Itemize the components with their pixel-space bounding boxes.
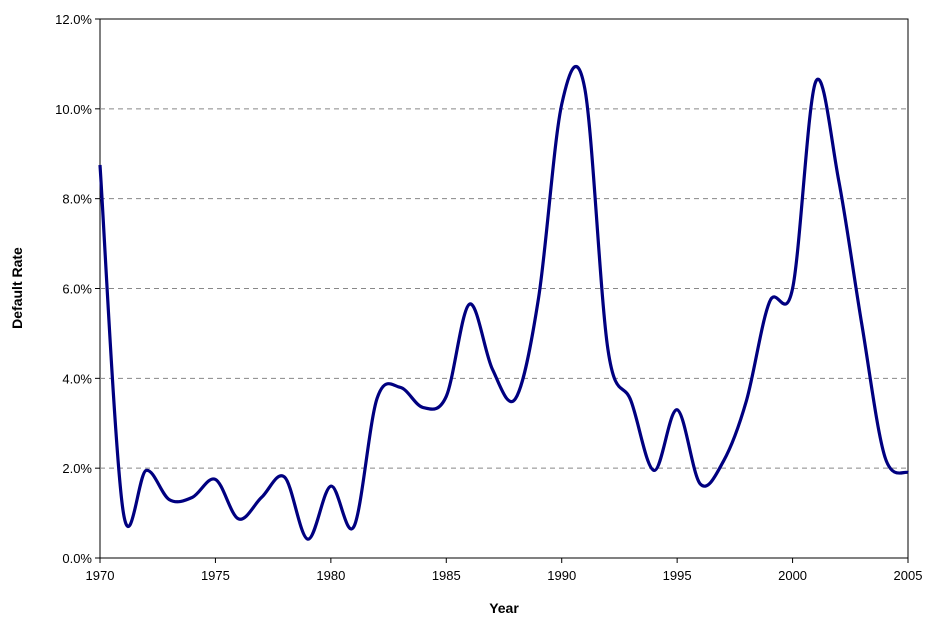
x-tick-label: 1975 <box>201 568 230 583</box>
x-tick-label: 1980 <box>316 568 345 583</box>
y-tick-label: 2.0% <box>62 461 92 476</box>
x-tick-label: 1970 <box>86 568 115 583</box>
data-line <box>98 64 909 541</box>
y-axis-title: Default Rate <box>9 247 25 329</box>
x-axis-title: Year <box>489 600 519 616</box>
x-tick-label: 1995 <box>663 568 692 583</box>
x-tick-label: 1990 <box>547 568 576 583</box>
x-tick-label: 2000 <box>778 568 807 583</box>
y-tick-label: 10.0% <box>55 102 92 117</box>
y-tick-label: 4.0% <box>62 371 92 386</box>
y-tick-label: 8.0% <box>62 192 92 207</box>
x-tick-label: 1985 <box>432 568 461 583</box>
y-tick-label: 12.0% <box>55 12 92 27</box>
x-tick-label: 2005 <box>894 568 923 583</box>
y-tick-label: 6.0% <box>62 282 92 297</box>
y-tick-label: 0.0% <box>62 551 92 566</box>
